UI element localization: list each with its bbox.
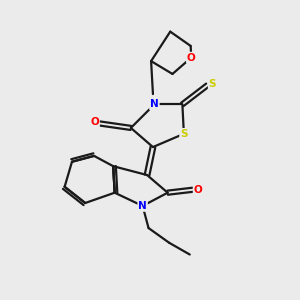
- Text: S: S: [180, 129, 188, 139]
- Text: O: O: [90, 117, 99, 127]
- Text: N: N: [138, 201, 147, 211]
- Text: O: O: [194, 185, 202, 195]
- Text: N: N: [150, 99, 159, 110]
- Text: S: S: [209, 79, 216, 89]
- Text: O: O: [187, 52, 196, 63]
